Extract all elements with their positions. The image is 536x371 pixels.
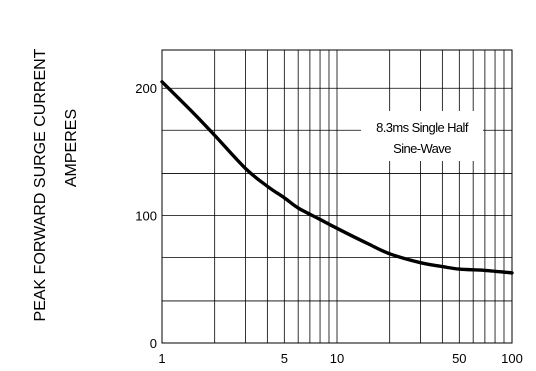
plot-frame <box>161 49 513 344</box>
series-line <box>160 80 514 275</box>
x-tick-label: 10 <box>330 351 344 366</box>
x-tick-label: 50 <box>452 351 466 366</box>
x-tick-label: 100 <box>501 351 523 366</box>
annotation: 8.3ms Single Half Sine-Wave <box>361 111 483 161</box>
y-axis-title-line-2: AMPERES <box>63 109 80 187</box>
y-tick-label: 200 <box>135 81 157 96</box>
y-tick-label: 0 <box>150 336 157 351</box>
annotation-line-2: Sine-Wave <box>393 141 451 156</box>
y-axis-ticks: 0 100 200 <box>135 81 157 351</box>
y-tick-label: 100 <box>135 209 157 224</box>
grid <box>162 50 512 343</box>
y-axis-title-line-1: PEAK FORWARD SURGE CURRENT <box>32 48 49 321</box>
x-tick-label: 1 <box>158 351 165 366</box>
x-tick-label: 5 <box>281 351 288 366</box>
annotation-background <box>361 111 483 161</box>
annotation-line-1: 8.3ms Single Half <box>376 120 469 135</box>
x-axis-ticks: 1 5 10 50 100 <box>158 351 522 366</box>
